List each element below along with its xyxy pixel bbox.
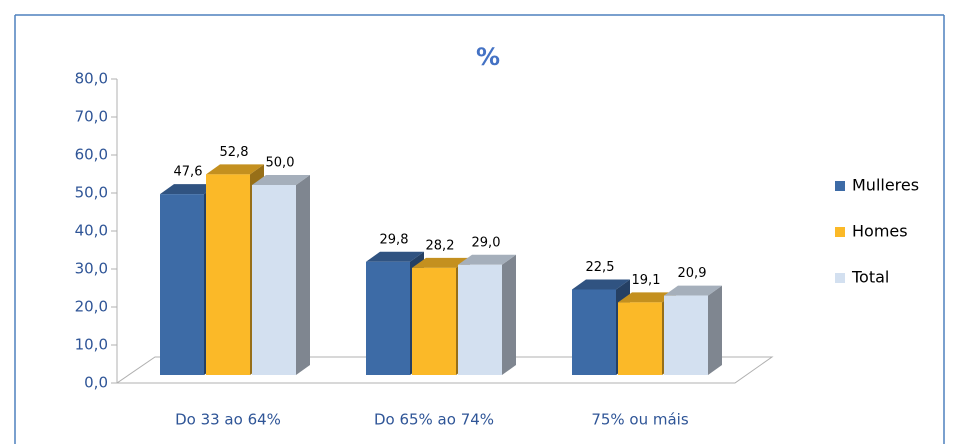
bar-side [502,254,516,375]
bar-top [206,164,264,175]
bar-front [572,289,616,375]
y-tick-label: 30,0 [75,260,108,278]
bar-front [618,302,662,375]
bar-top [160,184,218,195]
y-tick-label: 20,0 [75,298,108,316]
legend-swatch [835,227,845,237]
bar-top [664,285,722,296]
legend-swatch [835,273,845,283]
bar-front [412,267,456,375]
bar-front [206,174,250,375]
chart-title: % [476,43,500,71]
data-label: 29,8 [380,232,409,247]
x-tick-label: Do 33 ao 64% [175,411,281,429]
legend-label: Homes [852,222,908,241]
bar-top [618,292,676,303]
bar-top [252,175,310,185]
bar-top [458,254,516,265]
bar-front [252,185,296,375]
x-tick-label: Do 65% ao 74% [374,411,494,429]
y-tick-label: 60,0 [75,146,108,164]
bar-side [708,285,722,375]
y-tick-label: 40,0 [75,222,108,240]
data-label: 28,2 [426,238,455,253]
bar [664,285,722,375]
y-tick-label: 50,0 [75,184,108,202]
data-label: 19,1 [632,273,661,288]
y-tick-label: 70,0 [75,108,108,126]
legend-swatch [835,181,845,191]
bar-top [572,279,630,290]
data-label: 29,0 [472,235,501,250]
bar [458,254,516,375]
bar-front [458,264,502,375]
bar [252,175,310,375]
legend-label: Mulleres [852,176,919,195]
bar-top [366,251,424,262]
legend-label: Total [851,268,889,287]
data-label: 50,0 [266,156,295,171]
data-label: 52,8 [220,145,249,160]
data-label: 47,6 [174,165,203,180]
data-label: 20,9 [678,266,707,281]
y-tick-label: 0,0 [84,374,108,392]
bar-front [664,295,708,375]
x-tick-label: 75% ou máis [591,411,689,429]
y-tick-label: 80,0 [75,70,108,88]
bar-front [366,261,410,375]
bar-side [296,175,310,375]
bar-top [412,257,470,268]
data-label: 22,5 [586,260,615,275]
bar-front [160,194,204,375]
y-tick-label: 10,0 [75,336,108,354]
